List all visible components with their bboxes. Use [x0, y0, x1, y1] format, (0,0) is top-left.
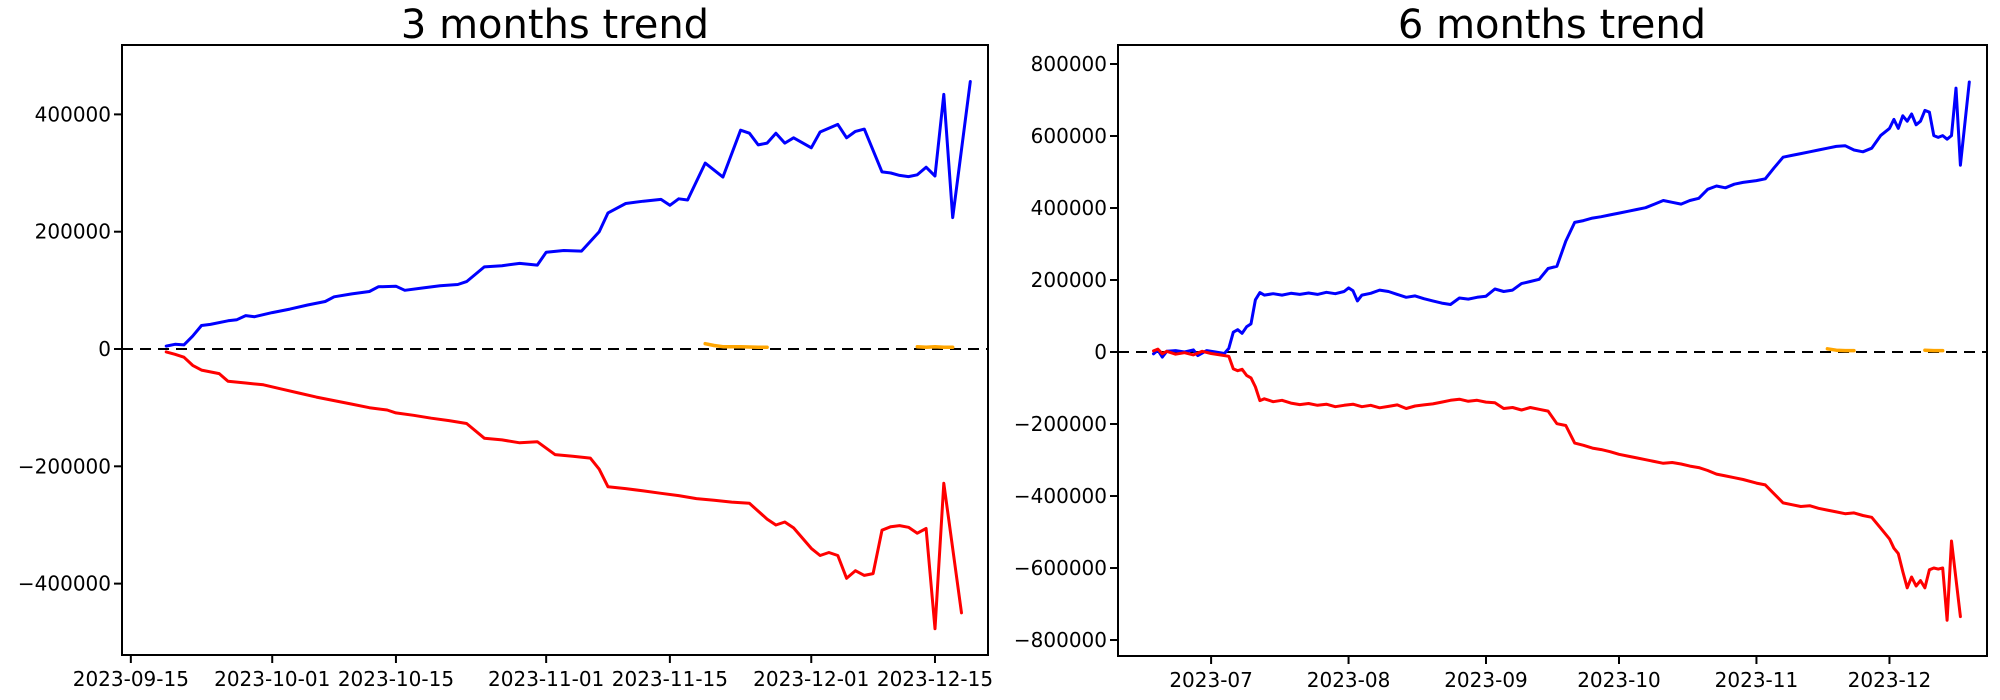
y-tick-label: 800000 [1031, 52, 1107, 76]
x-tick-label: 2023-10-15 [338, 667, 454, 691]
series-line-near-zero [915, 344, 955, 349]
x-tick-label: 2023-12 [1848, 668, 1932, 692]
y-tick-label: −400000 [18, 572, 111, 596]
series-line-upper-trend [164, 80, 972, 348]
series-line-upper-trend [1152, 80, 1971, 359]
plot-border [1117, 44, 1988, 657]
chart-title-6-months: 6 months trend [1398, 2, 1706, 48]
y-tick-label: −400000 [1014, 484, 1107, 508]
x-tick-label: 2023-11-01 [488, 667, 604, 691]
y-tick-label: 0 [1094, 340, 1107, 364]
three-months-trend-chart: 3 months trend 400000 200000 0 −200000 −4000… [18, 2, 993, 691]
chart-title-3-months: 3 months trend [401, 2, 709, 48]
x-tick-label: 2023-09-15 [73, 667, 189, 691]
x-tick-label: 2023-12-15 [877, 667, 993, 691]
series-line-near-zero [703, 341, 769, 349]
series-line-lower-trend [164, 350, 963, 631]
y-tick-label: 600000 [1031, 124, 1107, 148]
x-tick-label: 2023-11 [1715, 668, 1799, 692]
y-tick-label: −200000 [18, 454, 111, 478]
series-line-lower-trend [1152, 347, 1962, 622]
six-months-trend-chart: 6 months trend 800000 600000 400000 200000 0… [1014, 2, 1988, 692]
x-tick-label: 2023-12-01 [753, 667, 869, 691]
x-tick-label: 2023-08 [1307, 668, 1391, 692]
y-tick-label: −800000 [1014, 628, 1107, 652]
y-tick-label: 0 [98, 337, 111, 361]
y-tick-label: 400000 [1031, 196, 1107, 220]
x-tick-label: 2023-10-01 [214, 667, 330, 691]
x-tick-label: 2023-07 [1169, 668, 1253, 692]
x-tick-label: 2023-11-15 [612, 667, 728, 691]
y-tick-label: 200000 [35, 220, 111, 244]
y-tick-label: 400000 [35, 102, 111, 126]
series-line-near-zero [1825, 347, 1856, 353]
plot-border [121, 44, 989, 656]
x-tick-label: 2023-10 [1577, 668, 1661, 692]
y-tick-label: −600000 [1014, 556, 1107, 580]
y-tick-label: −200000 [1014, 412, 1107, 436]
x-tick-label: 2023-09 [1444, 668, 1528, 692]
y-tick-label: 200000 [1031, 268, 1107, 292]
